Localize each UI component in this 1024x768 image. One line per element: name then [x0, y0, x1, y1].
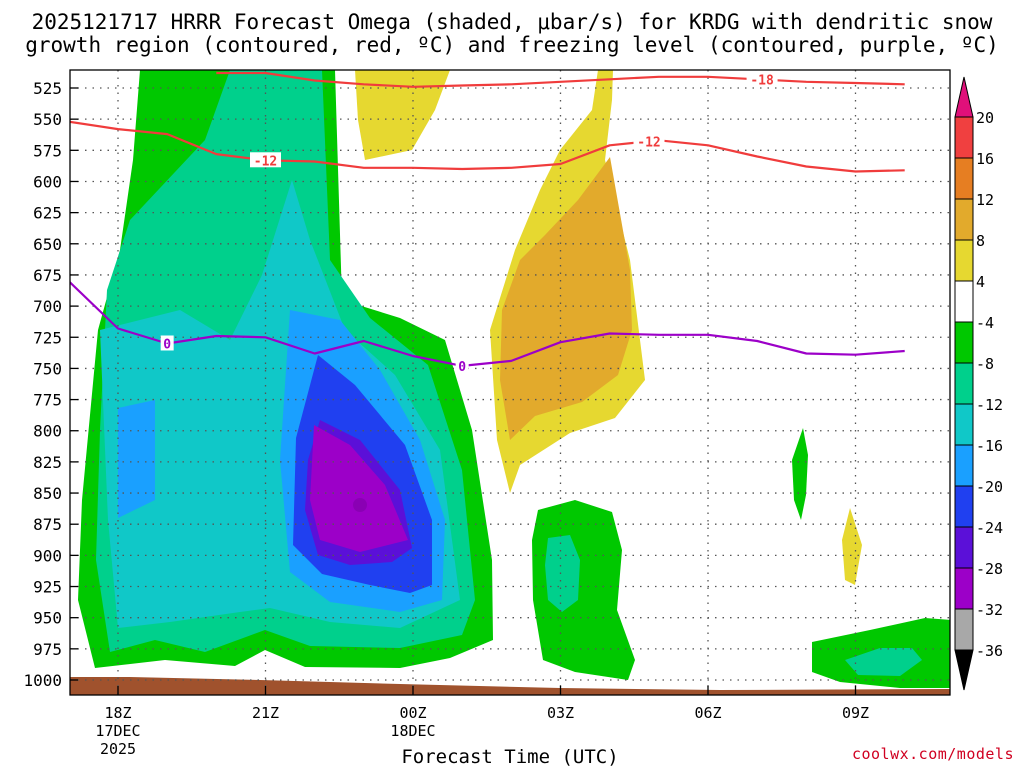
- colorbar-tick-label: -20: [976, 478, 1003, 496]
- colorbar-box: [954, 362, 974, 405]
- freezing-level-contour-label: 0: [458, 360, 466, 375]
- dgz-minus12-contour: [70, 120, 905, 173]
- omega-shade-yellow: [842, 508, 862, 585]
- y-tick-label: 825: [33, 453, 62, 472]
- freezing-level-contour-label-bg: [455, 357, 469, 373]
- x-tick-label: 00Z: [399, 704, 426, 722]
- colorbar-box: [954, 403, 974, 446]
- omega-shade-orange: [500, 157, 632, 440]
- site-credit: coolwx.com/models: [851, 745, 1014, 763]
- y-tick-label: 775: [33, 391, 62, 410]
- colorbar-tick-label: -12: [976, 396, 1003, 414]
- y-tick-label: 650: [33, 235, 62, 254]
- colorbar-tick-label: -16: [976, 437, 1003, 455]
- omega-shade-yellow: [355, 70, 450, 160]
- colorbar-box: [954, 198, 974, 241]
- contour-labels: 0 0 -12 -12 -18: [160, 71, 778, 375]
- y-tick-label: 900: [33, 546, 62, 565]
- x-tick-label: 06Z: [694, 704, 721, 722]
- x-tick-label: 03Z: [547, 704, 574, 722]
- omega-shade-seagreen: [845, 648, 922, 676]
- colorbar-tick-label: 20: [976, 109, 994, 127]
- omega-shade-seagreen: [545, 535, 580, 612]
- colorbar-box: [954, 116, 974, 159]
- omega-shade-green: [792, 428, 808, 520]
- dgz-minus12-contour-label: -12: [254, 154, 277, 169]
- colorbar-tick-label: 12: [976, 191, 994, 209]
- omega-colorbar: -36 -32 -28 -24 -20 -16 -12 -8 -4 4 8 12 16 20: [954, 76, 1003, 691]
- dgz-minus18-contour: [216, 71, 905, 88]
- y-axis: 525 550 575 600 625 650 675 700 725 750 775 800 825 8…: [23, 79, 78, 690]
- x-tick-label: 18Z: [104, 704, 131, 722]
- x-tick-label: 17DEC: [95, 722, 140, 740]
- colorbar-tick-label: -4: [976, 314, 994, 332]
- x-tick-label: 18DEC: [390, 722, 435, 740]
- dgz-minus12-contour-label-bg: [250, 152, 281, 168]
- omega-shade-lightblue: [118, 400, 155, 518]
- freezing-level-contour-label-bg: [160, 335, 174, 351]
- colorbar-tick-label: -36: [976, 642, 1003, 660]
- y-tick-label: 525: [33, 79, 62, 98]
- y-tick-label: 950: [33, 609, 62, 628]
- y-tick-label: 975: [33, 640, 62, 659]
- colorbar-tick-label: -24: [976, 519, 1003, 537]
- y-tick-label: 550: [33, 110, 62, 129]
- x-tick-label: 2025: [100, 740, 136, 758]
- x-axis-label: Forecast Time (UTC): [401, 746, 619, 768]
- colorbar-box: [954, 526, 974, 569]
- dgz-minus18-contour-label-bg: [746, 71, 778, 87]
- temperature-contours: [70, 71, 905, 367]
- colorbar-tick-label: 8: [976, 232, 985, 250]
- colorbar-box: [954, 321, 974, 364]
- chart-title-line-1: 2025121717 HRRR Forecast Omega (shaded, …: [31, 10, 993, 34]
- y-tick-label: 1000: [23, 671, 62, 690]
- omega-shade-purple-core: [353, 498, 367, 512]
- colorbar-box: [954, 485, 974, 528]
- dgz-minus12-contour-label-bg: [633, 133, 665, 149]
- dgz-minus18-contour-label: -18: [750, 74, 774, 89]
- colorbar-box: [954, 567, 974, 610]
- y-tick-label: 600: [33, 172, 62, 191]
- dgz-minus12-contour-label: -12: [637, 135, 660, 150]
- colorbar-tick-label: -28: [976, 560, 1003, 578]
- colorbar-tick-label: 4: [976, 273, 985, 291]
- colorbar-tick-label: 16: [976, 150, 994, 168]
- y-tick-label: 800: [33, 422, 62, 441]
- omega-shade-purple: [310, 425, 408, 552]
- x-tick-label: 21Z: [252, 704, 279, 722]
- omega-shading: [70, 70, 950, 695]
- x-tick-label: 09Z: [842, 704, 869, 722]
- colorbar-extend-low: [954, 649, 974, 691]
- y-tick-label: 850: [33, 484, 62, 503]
- plot-frame: [69, 69, 951, 696]
- colorbar-box: [954, 608, 974, 651]
- freezing-level-contour: [70, 280, 905, 367]
- colorbar-extend-high: [954, 76, 974, 118]
- colorbar-box: [954, 239, 974, 282]
- y-tick-label: 575: [33, 141, 62, 160]
- y-tick-label: 625: [33, 204, 62, 223]
- colorbar-box: [954, 444, 974, 487]
- chart-title-line-2: growth region (contoured, red, ºC) and f…: [25, 33, 999, 57]
- colorbar-tick-label: -8: [976, 355, 994, 373]
- y-tick-label: 700: [33, 297, 62, 316]
- terrain-below-ground: [70, 677, 950, 695]
- y-tick-label: 925: [33, 578, 62, 597]
- colorbar-tick-label: -32: [976, 601, 1003, 619]
- colorbar-box: [954, 157, 974, 200]
- y-tick-label: 750: [33, 359, 62, 378]
- freezing-level-contour-label: 0: [163, 337, 171, 352]
- y-tick-label: 725: [33, 328, 62, 347]
- y-tick-label: 675: [33, 266, 62, 285]
- colorbar-box: [954, 280, 974, 323]
- y-tick-label: 875: [33, 515, 62, 534]
